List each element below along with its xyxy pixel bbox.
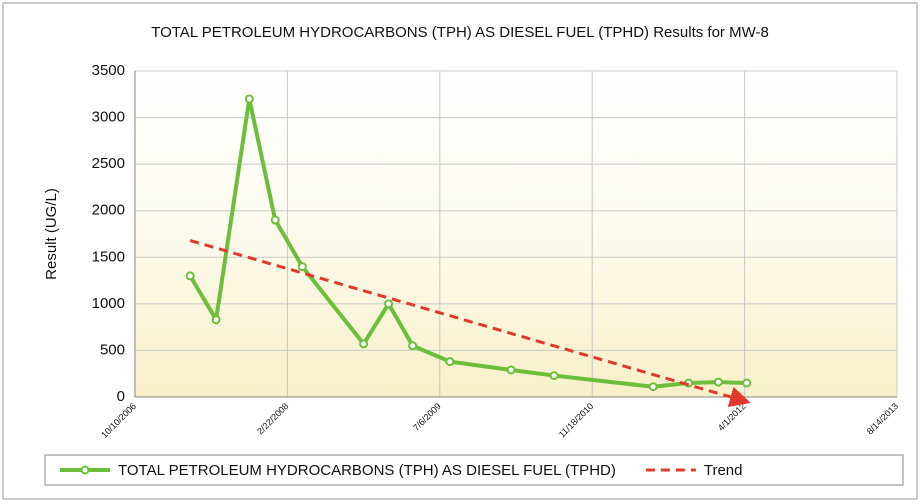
data-point xyxy=(185,271,195,281)
data-point xyxy=(270,215,280,225)
data-point xyxy=(713,377,723,387)
data-point xyxy=(359,339,369,349)
legend-box xyxy=(44,454,904,486)
y-tick-label: 2500 xyxy=(92,155,125,172)
y-axis-label: Result (UG/L) xyxy=(43,188,60,280)
data-point xyxy=(244,94,254,104)
y-tick-label: 1000 xyxy=(92,295,125,312)
trend-line xyxy=(189,239,751,408)
data-point xyxy=(506,365,516,375)
plot-area xyxy=(135,71,897,397)
data-point xyxy=(408,341,418,351)
data-point xyxy=(549,371,559,381)
data-point xyxy=(384,299,394,309)
legend-marker xyxy=(80,465,90,475)
data-point xyxy=(297,262,307,272)
y-tick-label: 1500 xyxy=(92,248,125,265)
y-tick-label: 500 xyxy=(100,341,125,358)
y-tick-label: 0 xyxy=(117,388,125,405)
y-tick-label: 3500 xyxy=(92,62,125,79)
data-point xyxy=(648,382,658,392)
chart-title: TOTAL PETROLEUM HYDROCARBONS (TPH) AS DI… xyxy=(151,24,769,41)
legend-label: TOTAL PETROLEUM HYDROCARBONS (TPH) AS DI… xyxy=(118,462,616,479)
y-tick-label: 3000 xyxy=(92,109,125,126)
data-point xyxy=(445,357,455,367)
legend-label: Trend xyxy=(704,462,743,479)
data-point xyxy=(211,315,221,325)
data-point xyxy=(742,378,752,388)
y-tick-label: 2000 xyxy=(92,202,125,219)
